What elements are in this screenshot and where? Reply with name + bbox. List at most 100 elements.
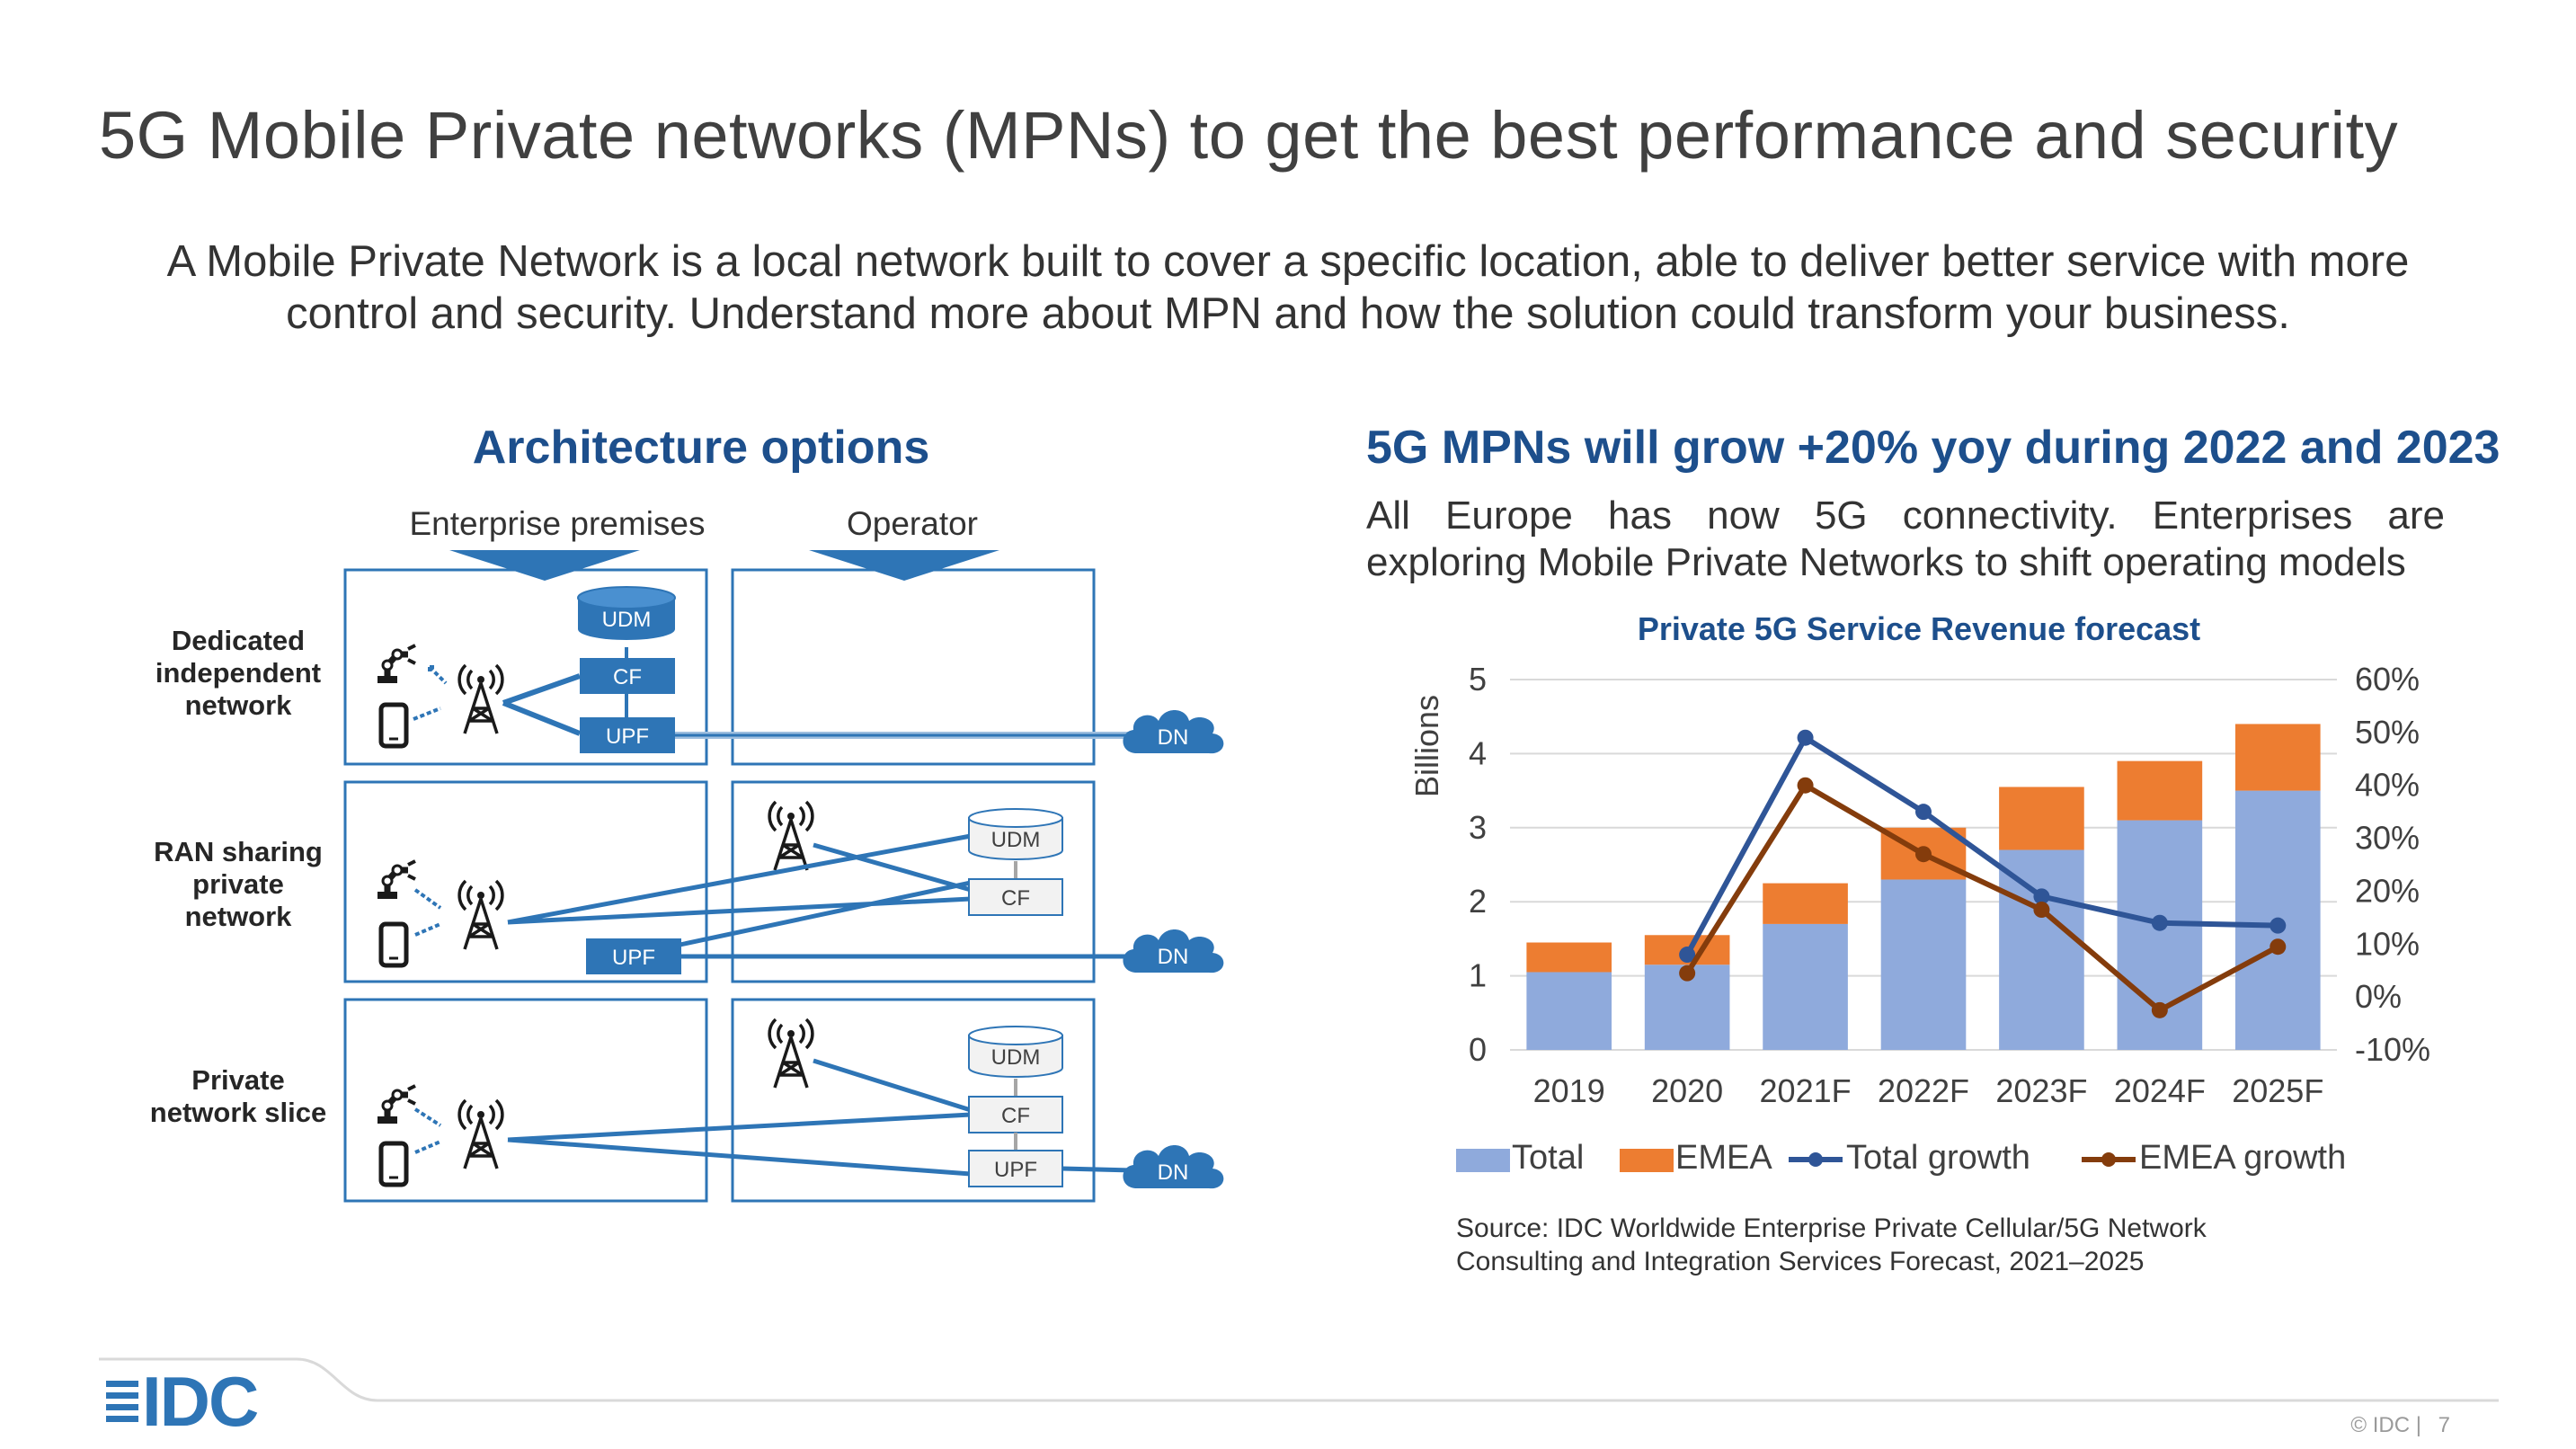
y-tick-label: 3 xyxy=(1469,809,1487,846)
bar-emea xyxy=(1526,942,1612,973)
bar-total xyxy=(1999,849,2084,1050)
page-number: 7 xyxy=(2438,1413,2450,1437)
bar-total xyxy=(1880,879,1967,1050)
point-emea-growth xyxy=(1915,846,1932,863)
robot-icon xyxy=(378,645,415,683)
enterprise-arrow xyxy=(449,550,640,581)
point-emea-growth xyxy=(1797,777,1814,794)
y-tick-label: 1 xyxy=(1469,957,1487,994)
footer-copyright: © IDC | 7 xyxy=(2350,1413,2450,1438)
x-tick-label: 2025F xyxy=(2232,1072,2323,1109)
point-total-growth xyxy=(1915,804,1932,821)
upf-label: UPF xyxy=(612,946,655,970)
point-total-growth xyxy=(2270,917,2287,934)
point-total-growth xyxy=(2033,888,2050,905)
copyright-text: © IDC | xyxy=(2350,1413,2421,1437)
y-tick-label: 2 xyxy=(1469,883,1487,920)
dn-label: DN xyxy=(1158,725,1189,750)
row2-label-line2: private xyxy=(192,868,284,900)
point-emea-growth xyxy=(2033,902,2050,919)
y2-tick-label: 20% xyxy=(2355,872,2420,909)
link-arrow-icon xyxy=(428,665,448,685)
legend-label: EMEA growth xyxy=(2139,1139,2346,1177)
row2-enterprise-box xyxy=(343,780,708,983)
row3-network: UDM CF UPF DN xyxy=(378,1018,1224,1189)
row3-label-line1: Private xyxy=(191,1064,284,1096)
upf-node xyxy=(586,938,681,974)
x-tick-label: 2019 xyxy=(1533,1072,1605,1109)
upf-node xyxy=(580,717,675,753)
legend-marker xyxy=(2101,1152,2116,1167)
point-emea-growth xyxy=(2270,938,2287,956)
chart-description: All Europe has now 5G connectivity. Ente… xyxy=(1366,493,2445,584)
bar-emea xyxy=(1763,883,1848,924)
legend-marker xyxy=(1808,1152,1823,1167)
y-tick-label: 4 xyxy=(1469,734,1487,771)
page-title: 5G Mobile Private networks (MPNs) to get… xyxy=(99,98,2399,173)
cf-label: CF xyxy=(613,665,642,689)
operator-arrow xyxy=(809,550,999,581)
y2-tick-label: 0% xyxy=(2355,978,2402,1015)
robot-icon xyxy=(378,1086,415,1124)
source-line-2: Consulting and Integration Services Fore… xyxy=(1456,1247,2145,1276)
enterprise-premises-label: Enterprise premises xyxy=(409,505,705,542)
row1-enterprise-box xyxy=(343,568,708,766)
cf-label: CF xyxy=(1001,886,1030,911)
row1-operator-box xyxy=(731,568,1096,766)
udm-label: UDM xyxy=(602,608,652,632)
bar-emea xyxy=(2117,760,2203,821)
line-total-growth xyxy=(1684,733,2278,956)
row3-operator-box xyxy=(731,998,1096,1203)
x-tick-label: 2021F xyxy=(1760,1072,1852,1109)
idc-logo-text: IDC xyxy=(142,1368,258,1440)
architecture-title: Architecture options xyxy=(472,422,930,474)
point-total-growth xyxy=(2151,914,2168,931)
idc-logo: IDC xyxy=(106,1362,322,1445)
y-axis-label: Billions xyxy=(1408,695,1445,797)
source-line-1: Source: IDC Worldwide Enterprise Private… xyxy=(1456,1213,2207,1243)
row1-label-line1: Dedicated xyxy=(172,625,305,656)
row2-network: UPF UDM CF DN xyxy=(378,800,1224,974)
robot-icon xyxy=(378,861,415,899)
udm-label: UDM xyxy=(991,828,1041,852)
row2-label-line3: network xyxy=(185,901,293,932)
antenna-icon xyxy=(457,663,504,735)
phone-icon xyxy=(381,924,406,965)
y2-tick-label: 40% xyxy=(2355,767,2420,804)
antenna-icon xyxy=(457,879,504,951)
row1-label-line2: independent xyxy=(155,657,321,689)
x-tick-label: 2024F xyxy=(2114,1072,2206,1109)
cf-label: CF xyxy=(1001,1104,1030,1128)
dn-label: DN xyxy=(1158,1160,1189,1185)
cf-node xyxy=(968,878,1063,916)
legend-swatch xyxy=(1456,1149,1510,1172)
x-tick-label: 2020 xyxy=(1651,1072,1723,1109)
y-tick-label: 5 xyxy=(1469,661,1487,698)
upf-node xyxy=(968,1150,1063,1187)
revenue-chart: Private 5G Service Revenue forecast Bill… xyxy=(1408,610,2430,1177)
page-subtitle: A Mobile Private Network is a local netw… xyxy=(166,237,2410,338)
antenna-icon xyxy=(457,1098,504,1170)
upf-label: UPF xyxy=(994,1158,1037,1182)
cf-node xyxy=(580,658,675,694)
y2-tick-label: -10% xyxy=(2355,1031,2430,1068)
point-total-growth xyxy=(1797,729,1814,746)
row3-enterprise-box xyxy=(343,998,708,1203)
phone-icon xyxy=(381,705,406,746)
y2-tick-label: 50% xyxy=(2355,714,2420,751)
chart-source: Source: IDC Worldwide Enterprise Private… xyxy=(1456,1212,2355,1278)
udm-label: UDM xyxy=(991,1045,1041,1070)
legend-label: Total xyxy=(1512,1139,1584,1177)
chart-title: Private 5G Service Revenue forecast xyxy=(1638,610,2200,647)
operator-antenna-icon xyxy=(768,800,814,872)
legend-swatch xyxy=(1620,1149,1674,1172)
y2-tick-label: 30% xyxy=(2355,820,2420,857)
operator-label: Operator xyxy=(847,505,978,542)
architecture-diagram: Enterprise premises Operator Dedicated i… xyxy=(150,505,1224,1203)
bar-total xyxy=(1526,972,1612,1050)
idc-logo-mark: IDC xyxy=(106,1362,260,1441)
x-tick-label: 2022F xyxy=(1878,1072,1969,1109)
y-tick-label: 0 xyxy=(1469,1031,1487,1068)
upf-label: UPF xyxy=(606,724,649,749)
row3-label-line2: network slice xyxy=(150,1097,326,1128)
